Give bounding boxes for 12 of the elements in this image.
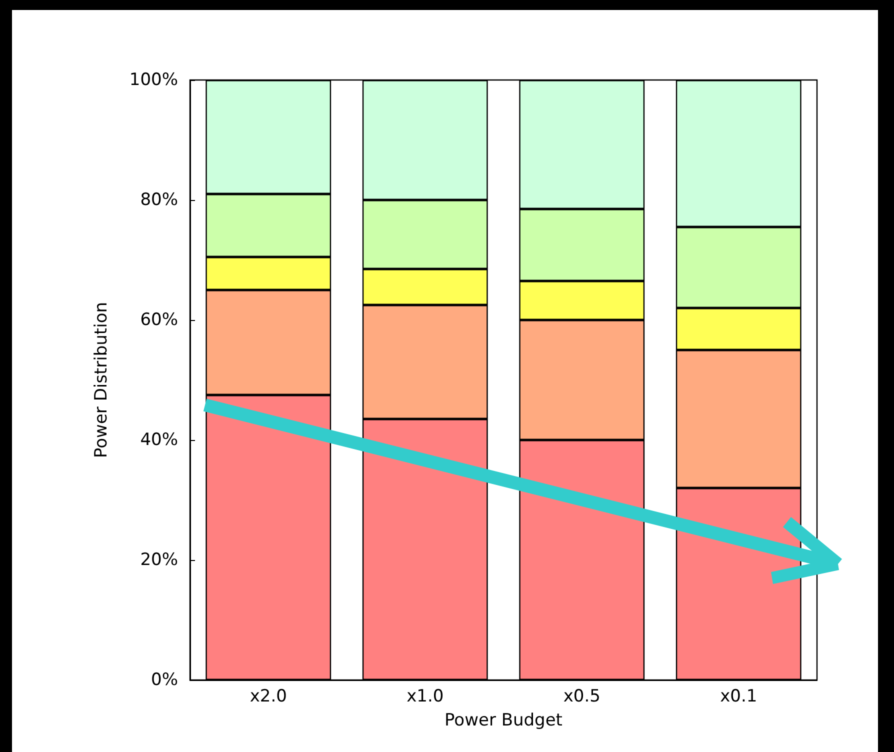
- x-tick-label: x0.5: [563, 686, 600, 706]
- x-tick-label: x0.1: [720, 686, 758, 706]
- y-axis-title: Power Distribution: [92, 302, 112, 458]
- y-tick-label: 0%: [151, 670, 178, 690]
- y-tick-label: 20%: [140, 550, 178, 570]
- y-tick-label: 80%: [140, 190, 178, 210]
- x-tick-label: x2.0: [250, 686, 287, 706]
- x-axis-title: Power Budget: [444, 710, 563, 730]
- y-tick-label: 60%: [140, 310, 178, 330]
- x-tick-label: x1.0: [406, 686, 444, 706]
- y-tick-label: 40%: [140, 430, 178, 450]
- y-tick-label: 100%: [129, 70, 178, 90]
